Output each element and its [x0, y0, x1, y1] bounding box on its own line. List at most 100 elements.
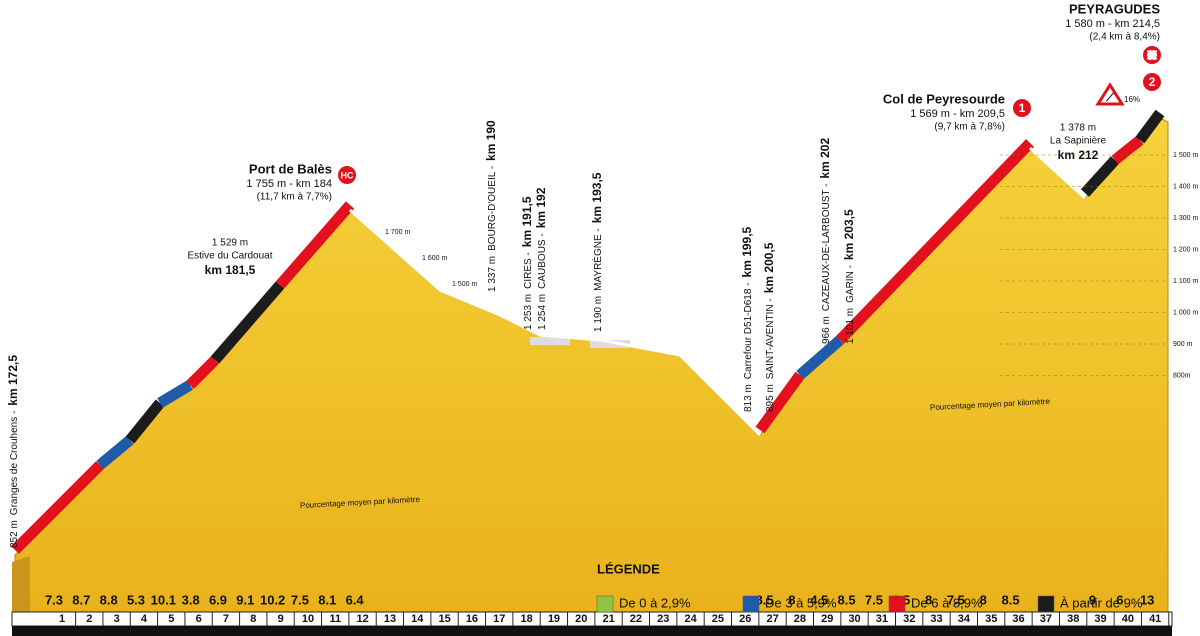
waypoint-altitude: 895 m [765, 384, 776, 412]
gradient-label: 8 [788, 592, 795, 607]
legend-swatch [742, 595, 760, 613]
legend-label: De 0 à 2,9% [619, 595, 691, 610]
slope-segment [755, 371, 805, 434]
spot-altitude: 1 500 m [452, 281, 477, 288]
climb-badge [1141, 71, 1163, 93]
legend-swatch [888, 595, 906, 613]
spot-altitude: 1 700 m [385, 229, 410, 236]
km-marker: 40 [1122, 613, 1134, 625]
profile: LÉGENDE ⟋ [11, 46, 1173, 636]
summit-name: Col de Peyresourde [883, 91, 1005, 106]
altitude-scale-label: 1 000 m [1173, 309, 1198, 316]
km-marker: 32 [903, 613, 915, 625]
km-marker: 6 [196, 613, 202, 625]
gradient-label: 6 [1116, 592, 1123, 607]
waypoint-km: km 191,5 [520, 196, 534, 247]
waypoint-place: CIRES - [523, 252, 534, 289]
km-marker: 23 [657, 613, 669, 625]
slope-segment [836, 139, 1034, 344]
km-marker: 4 [141, 613, 148, 625]
altitude-scale-label: 1 300 m [1173, 215, 1198, 222]
gradient-label: 6.9 [209, 592, 227, 607]
waypoint-km: km 200,5 [762, 242, 776, 293]
waypoint-altitude: 1 337 m [487, 256, 498, 292]
summit-name: Port de Balès [249, 161, 332, 176]
gradient-label: 4.5 [810, 592, 828, 607]
slope-segment [11, 461, 104, 554]
gradient-label: 9 [1089, 592, 1096, 607]
waypoint-km: km 203,5 [842, 209, 856, 260]
km-marker: 9 [278, 613, 284, 625]
point-altitude: 1 529 m [212, 238, 248, 249]
waypoint-place: SAINT-AVENTIN - [765, 298, 776, 379]
waypoint-km: km 192 [534, 187, 548, 228]
km-marker: 3 [114, 613, 120, 625]
altitude-scale-label: 800m [1173, 372, 1191, 379]
point-altitude: 1 378 m [1060, 123, 1096, 134]
legend-title: LÉGENDE [597, 561, 660, 576]
gradient-label: 7.5 [947, 592, 965, 607]
km-marker: 11 [329, 613, 341, 625]
km-marker: 19 [548, 613, 560, 625]
finish-flag-check [1146, 49, 1158, 61]
slope-segment [186, 356, 219, 389]
slope-segment [125, 399, 165, 444]
km-marker: 38 [1067, 613, 1079, 625]
gradient-label: 9.1 [236, 592, 254, 607]
km-marker: 28 [794, 613, 806, 625]
km-marker: 25 [712, 613, 724, 625]
km-marker: 22 [630, 613, 642, 625]
warning-icon: ⟋ [1105, 92, 1115, 104]
km-marker: 29 [821, 613, 833, 625]
waypoint-place: GARIN - [845, 265, 856, 303]
km-marker: 35 [985, 613, 997, 625]
point-km: km 181,5 [205, 263, 256, 277]
waypoint-km: km 193,5 [590, 172, 604, 223]
waypoint-place: Granges de Crouhens - [9, 411, 20, 516]
km-marker: 33 [930, 613, 942, 625]
waypoint-altitude: 813 m [743, 384, 754, 412]
legend-label: À partir de 9% [1060, 595, 1143, 610]
km-marker: 15 [438, 613, 450, 625]
slope-segment [1111, 135, 1144, 165]
legend-swatch [596, 595, 614, 613]
waypoint-altitude: 1 253 m [523, 294, 534, 330]
km-marker: 30 [848, 613, 860, 625]
waypoint-place: CAUBOUS - [537, 233, 548, 289]
legend-label: De 6 à 8,9% [911, 595, 983, 610]
km-marker: 39 [1094, 613, 1106, 625]
km-marker: 10 [302, 613, 314, 625]
altitude-scale-label: 1 400 m [1173, 183, 1198, 190]
summit-detail: 1 580 m - km 214,5 [1065, 18, 1160, 30]
climb-badge [1011, 97, 1033, 119]
gradient-label: 8.5 [756, 592, 774, 607]
slope-segment [1135, 109, 1165, 144]
altitude-scale-label: 900 m [1173, 341, 1193, 348]
gradient-label: 6.4 [346, 592, 365, 607]
km-marker: 37 [1040, 613, 1052, 625]
waypoint: 1 254 m CAUBOUS - km 192 [534, 187, 548, 330]
km-marker: 16 [466, 613, 478, 625]
point-place: Estive du Cardouat [187, 251, 272, 262]
waypoint: 895 m SAINT-AVENTIN - km 200,5 [762, 242, 776, 412]
spot-altitude: 1 600 m [422, 255, 447, 262]
km-marker: 24 [684, 613, 697, 625]
km-marker: 2 [86, 613, 92, 625]
km-marker: 5 [168, 613, 174, 625]
gradient-label: 3.8 [182, 592, 200, 607]
km-marker: 34 [958, 613, 971, 625]
gradient-label: 7.3 [45, 592, 63, 607]
point-place: La Sapinière [1050, 136, 1107, 147]
km-marker: 18 [520, 613, 532, 625]
waypoint: 852 m Granges de Crouhens - km 172,5 [6, 355, 20, 548]
gradient-label: 8.8 [100, 592, 118, 607]
legend-swatch [1037, 595, 1055, 613]
km-marker: 1 [59, 613, 65, 625]
waypoint: 966 m CAZEAUX-DE-LARBOUST - km 202 [818, 138, 832, 344]
waypoint: 1 253 m CIRES - km 191,5 [520, 196, 534, 330]
gradient-label: 13 [1140, 592, 1154, 607]
gradient-label: 8.5 [1002, 592, 1020, 607]
waypoint-place: BOURG-D'OUEIL - [487, 166, 498, 251]
steep-sign-label: 16% [1124, 95, 1140, 104]
